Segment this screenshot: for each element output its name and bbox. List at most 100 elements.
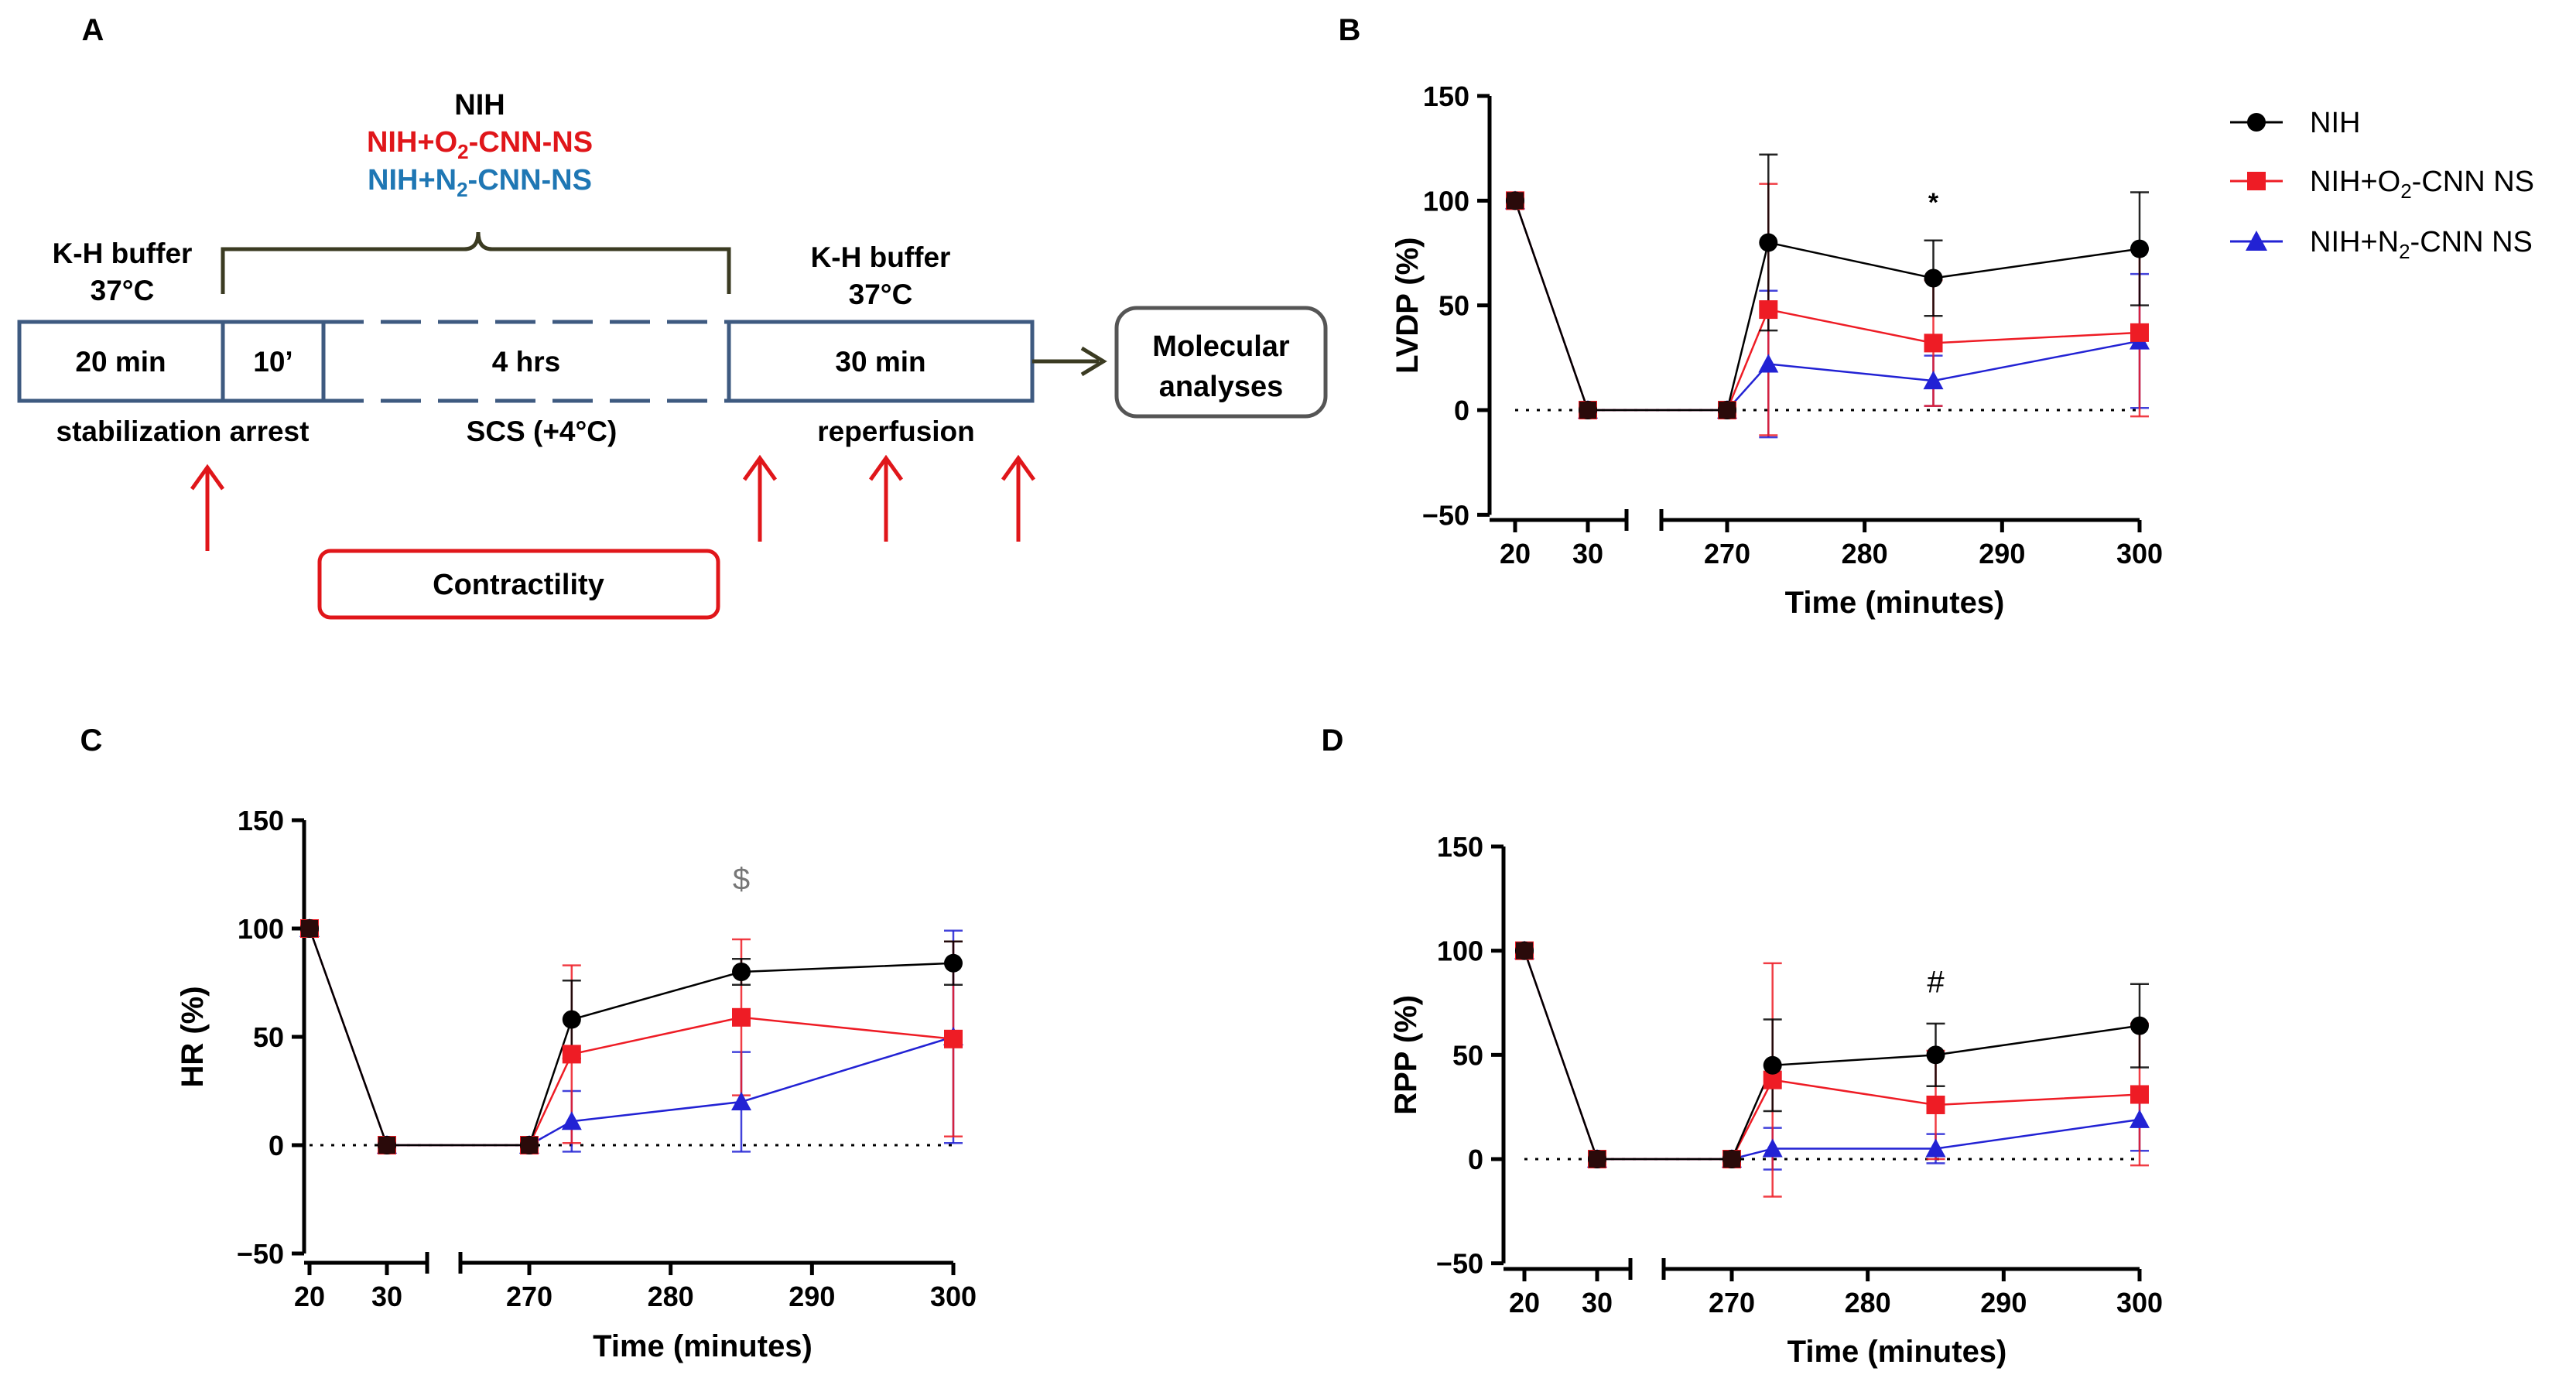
x-tick-label: 280 (1842, 538, 1888, 569)
treatment-bracket (221, 231, 731, 294)
panel-a-letter: A (82, 13, 104, 47)
legend-label-o2: NIH+O2-CNN NS (2310, 166, 2534, 203)
data-point-overlap (1579, 402, 1596, 419)
group-title-o2: NIH+O2-CNN-NS (367, 126, 593, 163)
y-tick-label: 100 (1437, 935, 1483, 967)
measurement-arrow-2 (742, 454, 778, 542)
data-point-overlap (378, 1137, 395, 1154)
series-line (308, 928, 954, 1147)
molecular-box (1114, 306, 1328, 419)
measurement-arrow-1 (190, 463, 225, 551)
series-line (1514, 200, 2140, 412)
x-tick-label: 300 (930, 1281, 977, 1312)
legend: NIH NIH+O2-CNN NS NIH+N2-CNN NS (2230, 107, 2534, 263)
data-point-square (2130, 323, 2149, 342)
series-line (1514, 200, 2140, 412)
panel-c-letter: C (80, 723, 103, 758)
seg-stabilization: 20 min (75, 346, 166, 378)
y-axis-label: LVDP (%) (1391, 238, 1425, 374)
data-point-overlap (1589, 1151, 1606, 1168)
y-tick-label: 100 (238, 913, 284, 945)
buffer-right-line1: K-H buffer (811, 241, 951, 273)
x-tick-label: 290 (1980, 1287, 2027, 1318)
panel-b-letter: B (1339, 13, 1361, 47)
data-point-overlap (1719, 402, 1736, 419)
data-point-overlap (1723, 1151, 1740, 1168)
x-tick-label: 20 (1500, 538, 1531, 569)
series-line (1523, 950, 2140, 1161)
y-tick-label: 150 (238, 805, 284, 836)
y-tick-label: 0 (1468, 1144, 1483, 1175)
series-line (308, 928, 954, 1147)
x-axis-label: Time (minutes) (1787, 1335, 2007, 1369)
molecular-arrowhead (1080, 346, 1107, 377)
data-point-square (732, 1007, 751, 1027)
x-tick-label: 270 (1709, 1287, 1755, 1318)
x-tick-label: 30 (371, 1281, 402, 1312)
seg-reperfusion: 30 min (835, 346, 925, 378)
y-tick-label: 50 (1452, 1039, 1483, 1071)
data-point-square (562, 1045, 581, 1064)
y-tick-label: −50 (237, 1238, 284, 1270)
data-point-square (2130, 1085, 2149, 1104)
data-point-circle (1926, 1045, 1945, 1065)
data-point-triangle (731, 1092, 751, 1110)
data-point-overlap (1516, 942, 1533, 959)
data-point-circle (1924, 268, 1943, 288)
series-line (308, 928, 954, 1147)
x-tick-label: 30 (1572, 538, 1603, 569)
x-tick-label: 300 (2116, 1287, 2163, 1318)
panel-a-protocol: A NIH NIH+O2-CNN-NS NIH+N2-CNN-NS K-H bu… (17, 13, 1328, 620)
data-point-circle (944, 953, 963, 973)
x-tick-label: 290 (789, 1281, 835, 1312)
legend-marker-square (2247, 172, 2266, 190)
data-point-square (944, 1029, 963, 1048)
x-tick-label: 300 (2116, 538, 2163, 569)
data-point-circle (732, 963, 751, 981)
panel-d-letter: D (1322, 723, 1344, 758)
significance-annotation: # (1927, 966, 1945, 1000)
timeline-arrest-box (221, 320, 326, 403)
x-axis-label: Time (minutes) (1785, 586, 2005, 620)
contractility-label: Contractility (433, 569, 604, 601)
chart-rpp: 150 100 50 0 −50 20 30 270 280 290 300 RPP (%) Time … (1389, 831, 2163, 1369)
y-tick-label: 100 (1423, 185, 1469, 217)
x-axis-label: Time (minutes) (593, 1329, 812, 1363)
x-tick-label: 270 (506, 1281, 552, 1312)
legend-item-nih: NIH (2230, 107, 2360, 139)
data-point-overlap (521, 1137, 538, 1154)
data-point-triangle (1762, 1138, 1783, 1158)
data-point-circle (1763, 1055, 1782, 1075)
legend-item-o2: NIH+O2-CNN NS (2230, 166, 2534, 203)
data-point-circle (1759, 233, 1778, 252)
data-point-square (1759, 300, 1778, 320)
significance-annotation: * (1928, 188, 1939, 217)
measurement-arrow-4 (1001, 454, 1036, 542)
label-scs: SCS (+4°C) (467, 416, 617, 447)
x-tick-label: 20 (1509, 1287, 1540, 1318)
x-tick-label: 290 (1979, 538, 2025, 569)
seg-arrest: 10’ (253, 346, 292, 378)
label-reperfusion: reperfusion (817, 416, 975, 447)
data-point-triangle (1758, 354, 1779, 373)
data-point-circle (2130, 239, 2149, 258)
legend-marker-circle (2247, 113, 2266, 132)
y-tick-label: 0 (1454, 395, 1469, 426)
y-axis-label: HR (%) (176, 986, 210, 1087)
data-point-triangle (1923, 371, 1944, 390)
y-tick-label: 0 (269, 1130, 284, 1161)
data-point-circle (2130, 1016, 2149, 1035)
significance-annotation: $ (733, 863, 750, 897)
data-point-triangle (1925, 1138, 1946, 1158)
legend-marker-triangle (2246, 231, 2267, 251)
contractility-box (317, 549, 720, 620)
data-point-triangle (561, 1111, 582, 1130)
x-tick-label: 280 (648, 1281, 694, 1312)
legend-item-n2: NIH+N2-CNN NS (2230, 226, 2533, 263)
data-point-square (1924, 333, 1943, 353)
buffer-left-line2: 37°C (91, 275, 155, 306)
measurement-arrows (190, 454, 1036, 551)
measurement-arrow-3 (868, 454, 904, 542)
chart-hr: 150 100 50 0 −50 20 30 270 280 290 300 HR (%) Time (… (176, 805, 977, 1363)
